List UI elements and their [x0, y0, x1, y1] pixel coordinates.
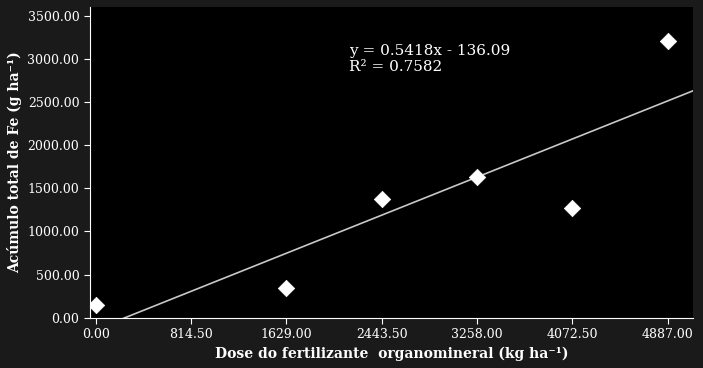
Y-axis label: Acúmulo total de Fe (g ha⁻¹): Acúmulo total de Fe (g ha⁻¹) — [7, 52, 22, 273]
Text: y = 0.5418x - 136.09
R² = 0.7582: y = 0.5418x - 136.09 R² = 0.7582 — [349, 44, 510, 74]
Point — [472, 174, 483, 180]
Point — [280, 286, 292, 291]
X-axis label: Dose do fertilizante  organomineral (kg ha⁻¹): Dose do fertilizante organomineral (kg h… — [214, 347, 568, 361]
Point — [90, 302, 101, 308]
Point — [662, 39, 673, 45]
Point — [567, 205, 578, 211]
Point — [376, 196, 387, 202]
